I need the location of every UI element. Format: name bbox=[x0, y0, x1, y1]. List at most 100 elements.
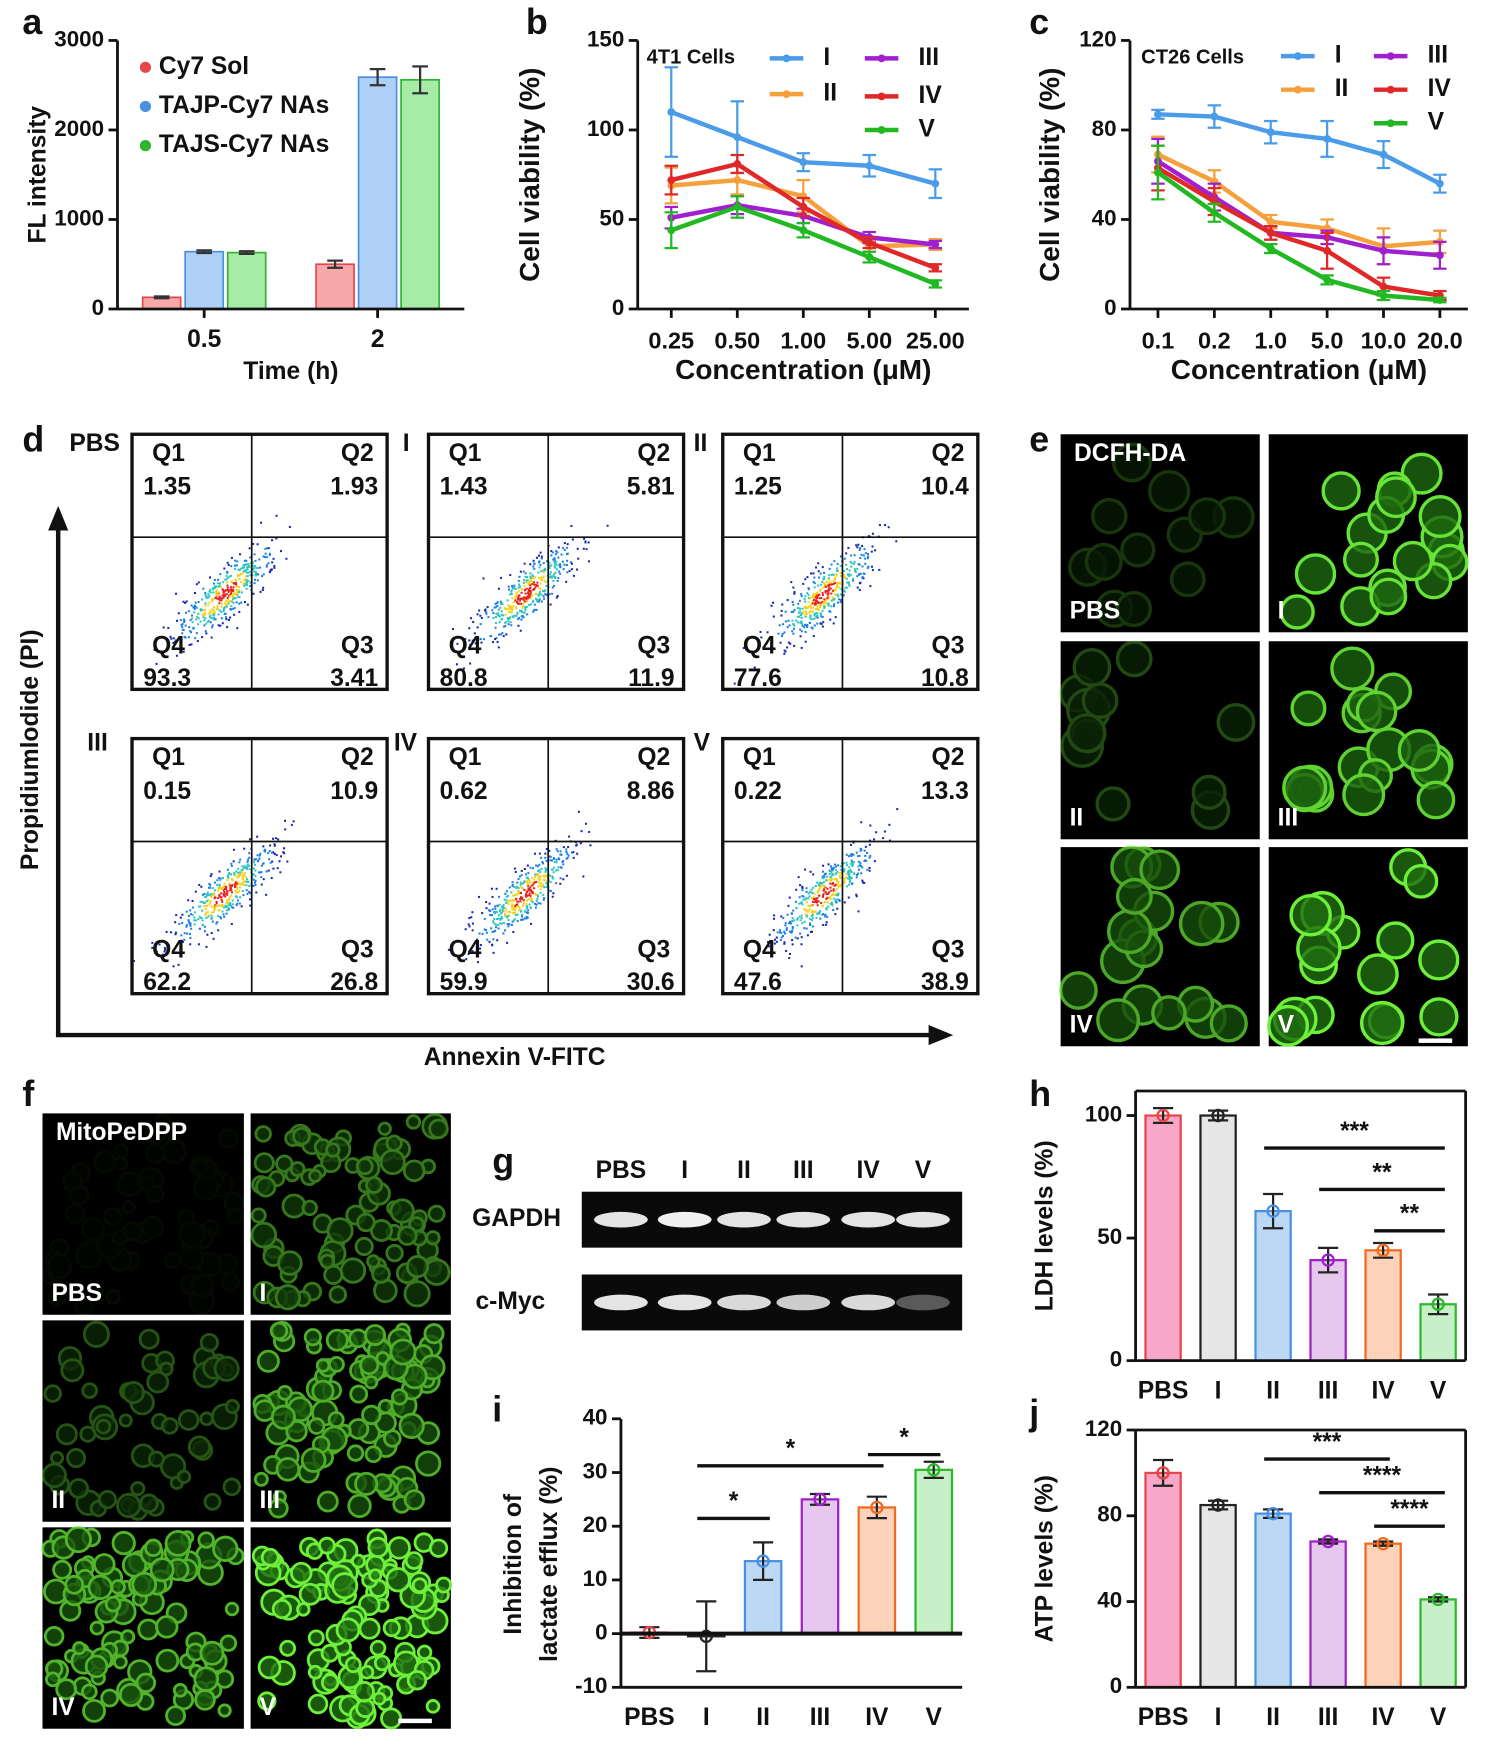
flow-event bbox=[531, 576, 534, 579]
flow-event bbox=[861, 879, 864, 882]
flow-event bbox=[511, 584, 514, 587]
flow-event bbox=[830, 599, 833, 602]
y-tick-label: 120 bbox=[1079, 26, 1116, 51]
flow-event bbox=[243, 865, 246, 868]
flow-event bbox=[806, 592, 809, 595]
flow-event bbox=[182, 618, 186, 621]
flow-event bbox=[517, 583, 520, 586]
flow-event bbox=[529, 906, 532, 909]
bar bbox=[1254, 1210, 1292, 1362]
flow-event bbox=[791, 919, 794, 922]
flow-event bbox=[555, 882, 558, 885]
flow-event bbox=[577, 810, 580, 813]
flow-event bbox=[857, 855, 860, 858]
flow-event bbox=[511, 605, 514, 608]
cell bbox=[359, 1354, 380, 1376]
quadrant-name: Q2 bbox=[637, 440, 670, 467]
flow-event bbox=[556, 551, 559, 554]
flow-event bbox=[565, 848, 568, 851]
flow-event bbox=[222, 913, 225, 916]
flow-event bbox=[180, 934, 183, 937]
cells bbox=[1068, 442, 1255, 628]
cells bbox=[1059, 845, 1248, 1043]
flow-event bbox=[566, 853, 569, 856]
flow-event bbox=[888, 839, 891, 842]
flow-event bbox=[810, 897, 813, 900]
flow-event bbox=[497, 895, 501, 898]
flow-event bbox=[836, 593, 839, 596]
flow-event bbox=[212, 891, 215, 894]
flow-event bbox=[811, 618, 814, 621]
flow-event bbox=[849, 862, 852, 865]
flow-event bbox=[525, 587, 528, 590]
flow-event bbox=[201, 893, 204, 896]
flow-event bbox=[505, 633, 508, 636]
chart-title: CT26 Cells bbox=[1141, 47, 1244, 69]
flow-event bbox=[832, 580, 835, 583]
cell bbox=[73, 1296, 94, 1316]
flow-event bbox=[515, 614, 518, 617]
cell bbox=[116, 1492, 142, 1519]
flow-event bbox=[549, 603, 552, 606]
flow-event bbox=[874, 549, 877, 552]
cell bbox=[177, 1409, 200, 1431]
flow-event bbox=[225, 905, 228, 908]
flow-event bbox=[541, 884, 544, 887]
cell bbox=[403, 1280, 431, 1308]
flow-event bbox=[839, 574, 842, 577]
flow-event bbox=[790, 581, 793, 584]
quadrant-value: 8.86 bbox=[627, 778, 675, 805]
flow-event bbox=[509, 593, 512, 596]
flow-event bbox=[828, 578, 831, 581]
flow-event bbox=[792, 610, 795, 613]
flow-event bbox=[579, 842, 582, 845]
flow-event bbox=[534, 873, 537, 876]
image-label: I bbox=[1278, 598, 1285, 625]
flow-event bbox=[557, 564, 560, 567]
flow-plot-frame bbox=[130, 736, 389, 996]
x-tick-label: 1.0 bbox=[1254, 328, 1287, 354]
flow-event bbox=[882, 837, 885, 840]
flow-event bbox=[834, 873, 837, 876]
cell bbox=[146, 1370, 170, 1394]
flow-event bbox=[826, 915, 829, 918]
flow-event bbox=[217, 914, 220, 917]
flow-event bbox=[559, 853, 562, 856]
flow-event bbox=[537, 869, 540, 872]
flow-event bbox=[231, 906, 234, 909]
flow-event bbox=[517, 900, 520, 903]
flow-event bbox=[817, 584, 820, 587]
flow-event bbox=[249, 556, 252, 559]
flow-event bbox=[211, 624, 214, 627]
cell bbox=[145, 1498, 165, 1517]
cell bbox=[1139, 849, 1181, 891]
flow-event bbox=[859, 847, 862, 850]
legend-label: TAJP-Cy7 NAs bbox=[159, 92, 330, 119]
flow-event bbox=[491, 944, 494, 947]
cell bbox=[1066, 713, 1107, 754]
x-axis-label: Time (h) bbox=[243, 358, 338, 385]
x-tick-label: 0.2 bbox=[1198, 328, 1231, 354]
flow-event bbox=[246, 603, 249, 606]
cell bbox=[257, 1655, 282, 1680]
flow-event bbox=[791, 917, 794, 920]
cell bbox=[187, 1435, 211, 1459]
flow-event bbox=[227, 908, 230, 911]
point bbox=[1379, 282, 1388, 291]
flow-event bbox=[524, 910, 527, 913]
flow-event bbox=[807, 904, 810, 907]
flow-event bbox=[243, 601, 247, 604]
flow-event bbox=[544, 567, 547, 570]
flow-event bbox=[499, 603, 502, 606]
flow-event bbox=[241, 868, 244, 871]
flow-event bbox=[527, 898, 530, 901]
flow-event bbox=[244, 563, 247, 566]
flow-event bbox=[520, 597, 523, 600]
legend-marker bbox=[1386, 52, 1395, 61]
quadrant-name: Q4 bbox=[449, 937, 482, 964]
flow-event bbox=[510, 900, 513, 903]
cell bbox=[320, 1673, 340, 1692]
flow-event bbox=[806, 625, 809, 628]
cell bbox=[189, 1155, 214, 1179]
significance-label: * bbox=[786, 1436, 796, 1463]
